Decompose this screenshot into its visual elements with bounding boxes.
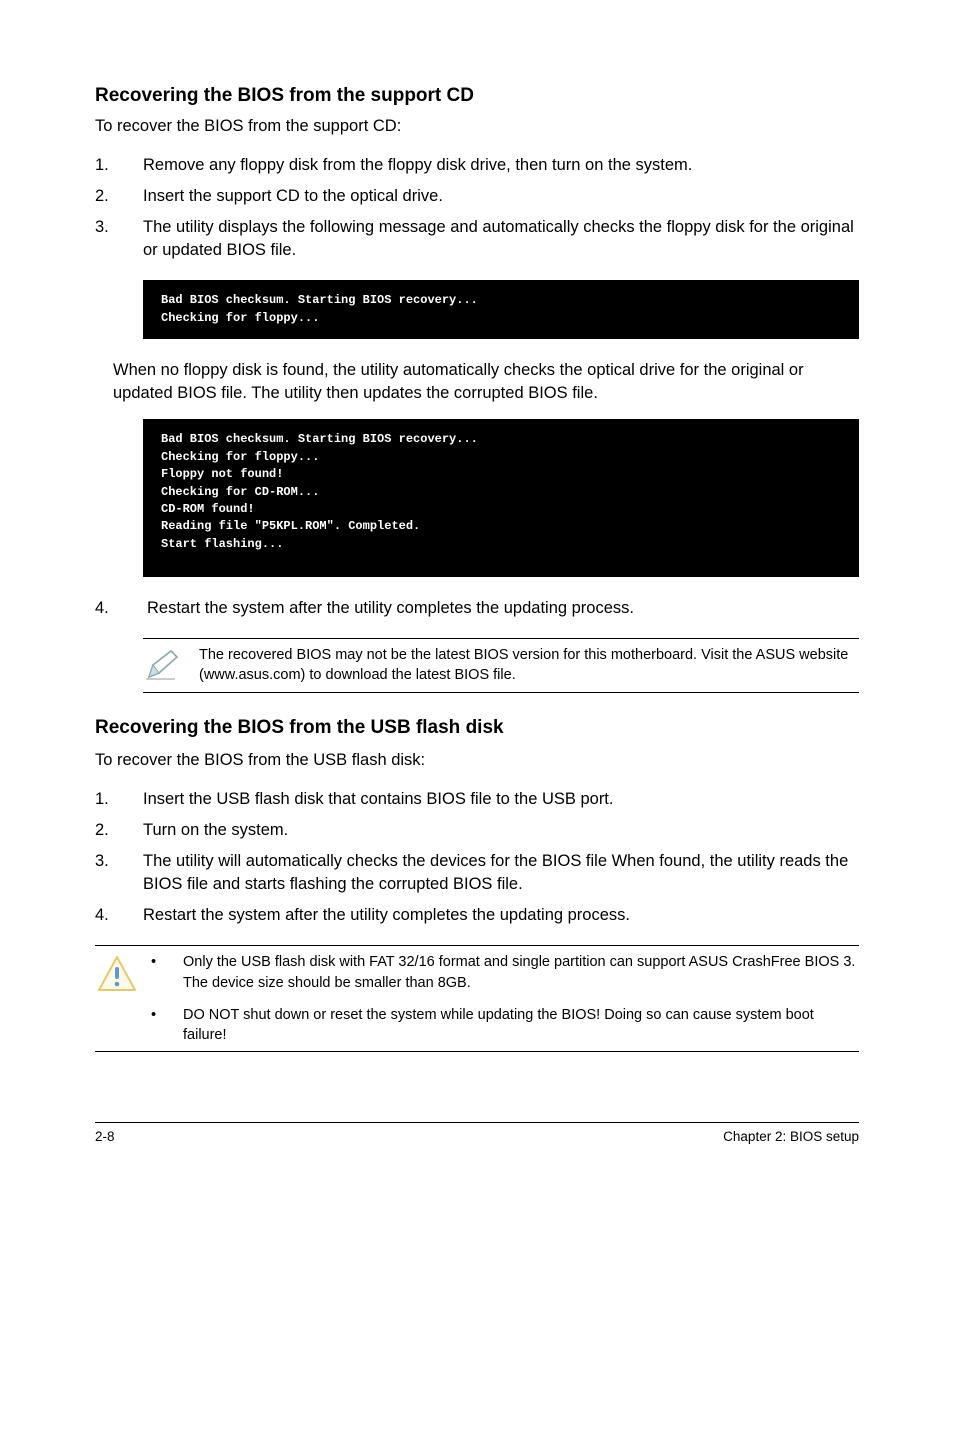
section1-intro: To recover the BIOS from the support CD: bbox=[95, 117, 859, 136]
warning-bullet: • DO NOT shut down or reset the system w… bbox=[151, 1005, 859, 1046]
step-text: Remove any floppy disk from the floppy d… bbox=[143, 154, 859, 177]
step-text: Turn on the system. bbox=[143, 819, 859, 842]
list-item: 4. Restart the system after the utility … bbox=[95, 597, 859, 620]
step-text: The utility displays the following messa… bbox=[143, 216, 859, 262]
warning-icon bbox=[95, 952, 151, 994]
step-number: 1. bbox=[95, 788, 143, 811]
list-item: 2. Insert the support CD to the optical … bbox=[95, 185, 859, 208]
step-text: The utility will automatically checks th… bbox=[143, 850, 859, 896]
list-item: 1. Remove any floppy disk from the flopp… bbox=[95, 154, 859, 177]
page-footer: 2-8 Chapter 2: BIOS setup bbox=[95, 1122, 859, 1144]
step-number: 2. bbox=[95, 819, 143, 842]
step-number: 1. bbox=[95, 154, 143, 177]
step-number: 4. bbox=[95, 597, 147, 620]
step-number: 3. bbox=[95, 216, 143, 262]
terminal-output-1: Bad BIOS checksum. Starting BIOS recover… bbox=[143, 280, 859, 339]
section1-heading: Recovering the BIOS from the support CD bbox=[95, 85, 859, 107]
bullet-text: Only the USB flash disk with FAT 32/16 f… bbox=[183, 952, 859, 993]
section1-paragraph: When no floppy disk is found, the utilit… bbox=[113, 359, 859, 405]
note-text: The recovered BIOS may not be the latest… bbox=[199, 645, 859, 686]
step-number: 2. bbox=[95, 185, 143, 208]
step-number: 4. bbox=[95, 904, 143, 927]
step-text: Insert the USB flash disk that contains … bbox=[143, 788, 859, 811]
warning-text: • Only the USB flash disk with FAT 32/16… bbox=[151, 952, 859, 1045]
pencil-icon bbox=[143, 645, 199, 683]
terminal-output-2: Bad BIOS checksum. Starting BIOS recover… bbox=[143, 419, 859, 577]
bullet-dot: • bbox=[151, 1005, 183, 1046]
list-item: 1. Insert the USB flash disk that contai… bbox=[95, 788, 859, 811]
section1-step4: 4. Restart the system after the utility … bbox=[95, 597, 859, 620]
step-text: Insert the support CD to the optical dri… bbox=[143, 185, 859, 208]
warning-box: • Only the USB flash disk with FAT 32/16… bbox=[95, 945, 859, 1052]
list-item: 2. Turn on the system. bbox=[95, 819, 859, 842]
warning-bullet: • Only the USB flash disk with FAT 32/16… bbox=[151, 952, 859, 993]
bullet-text: DO NOT shut down or reset the system whi… bbox=[183, 1005, 859, 1046]
step-text: Restart the system after the utility com… bbox=[147, 597, 859, 620]
list-item: 3. The utility displays the following me… bbox=[95, 216, 859, 262]
section2-intro: To recover the BIOS from the USB flash d… bbox=[95, 751, 859, 770]
bullet-dot: • bbox=[151, 952, 183, 993]
chapter-label: Chapter 2: BIOS setup bbox=[723, 1129, 859, 1144]
section2-steps: 1. Insert the USB flash disk that contai… bbox=[95, 788, 859, 927]
section1-steps: 1. Remove any floppy disk from the flopp… bbox=[95, 154, 859, 262]
list-item: 4. Restart the system after the utility … bbox=[95, 904, 859, 927]
page-number: 2-8 bbox=[95, 1129, 115, 1144]
note-box: The recovered BIOS may not be the latest… bbox=[143, 638, 859, 693]
section2-heading: Recovering the BIOS from the USB flash d… bbox=[95, 717, 859, 739]
step-number: 3. bbox=[95, 850, 143, 896]
step-text: Restart the system after the utility com… bbox=[143, 904, 859, 927]
list-item: 3. The utility will automatically checks… bbox=[95, 850, 859, 896]
